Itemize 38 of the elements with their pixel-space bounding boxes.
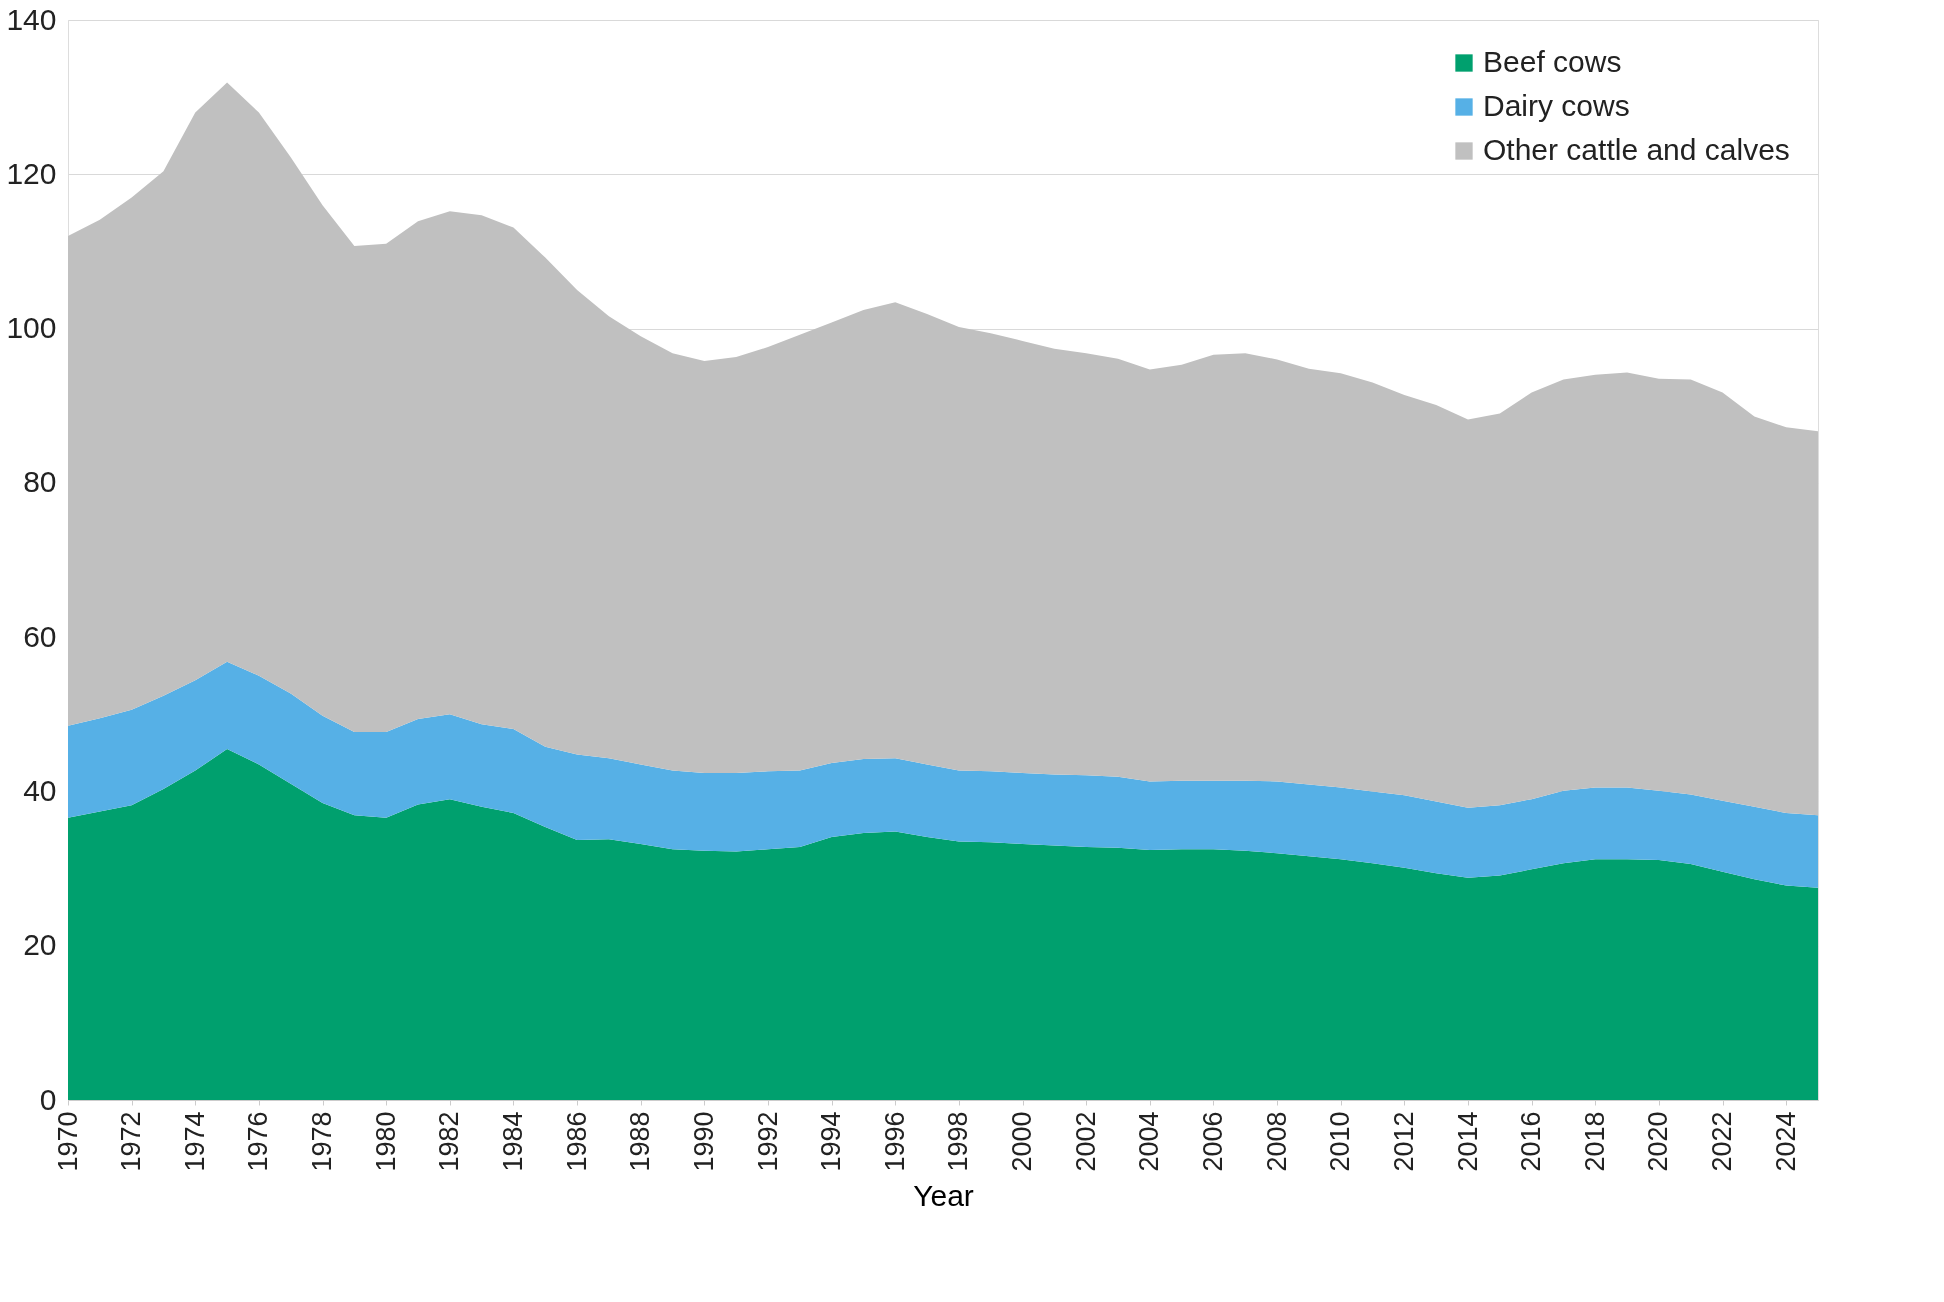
x-tick-label: 1988 — [625, 1111, 656, 1172]
x-tick-label: 1976 — [243, 1111, 274, 1172]
x-tick-label: 2010 — [1325, 1111, 1356, 1172]
x-tick-label: 2000 — [1007, 1111, 1038, 1172]
y-tick-label: 20 — [23, 928, 57, 962]
x-tick-label: 1998 — [943, 1111, 974, 1172]
x-tick-label: 1990 — [688, 1111, 719, 1172]
x-tick-label: 2008 — [1261, 1111, 1292, 1172]
x-tick-label: 1978 — [307, 1111, 338, 1172]
y-tick-label: 140 — [6, 2, 57, 36]
y-tick-label: 100 — [6, 311, 57, 345]
legend-label: Beef cows — [1483, 45, 1622, 78]
x-tick-label: 1992 — [752, 1111, 783, 1172]
x-tick-label: 2016 — [1516, 1111, 1547, 1172]
x-tick-label: 1996 — [879, 1111, 910, 1172]
y-tick-label: 40 — [23, 773, 57, 807]
x-tick-label: 2002 — [1070, 1111, 1101, 1172]
y-tick-label: 60 — [23, 619, 57, 653]
x-tick-label: 2004 — [1134, 1111, 1165, 1172]
x-tick-label: 2022 — [1707, 1111, 1738, 1172]
y-tick-label: 80 — [23, 465, 57, 499]
x-tick-label: 1986 — [561, 1111, 592, 1172]
y-tick-label: 120 — [6, 156, 57, 190]
x-tick-label: 2012 — [1388, 1111, 1419, 1172]
x-tick-label: 1980 — [370, 1111, 401, 1172]
x-tick-label: 2018 — [1579, 1111, 1610, 1172]
x-tick-label: 2020 — [1643, 1111, 1674, 1172]
x-tick-label: 1984 — [497, 1111, 528, 1172]
x-tick-label: 1974 — [179, 1111, 210, 1172]
legend-label: Other cattle and calves — [1483, 133, 1790, 166]
x-tick-label: 2006 — [1197, 1111, 1228, 1172]
x-tick-label: 1994 — [816, 1111, 847, 1172]
x-tick-label: 1972 — [116, 1111, 147, 1172]
x-tick-label: 1982 — [434, 1111, 465, 1172]
x-axis-title: Year — [913, 1178, 974, 1212]
x-tick-label: 2024 — [1770, 1111, 1801, 1172]
legend-label: Dairy cows — [1483, 89, 1630, 122]
x-tick-label: 2014 — [1452, 1111, 1483, 1172]
